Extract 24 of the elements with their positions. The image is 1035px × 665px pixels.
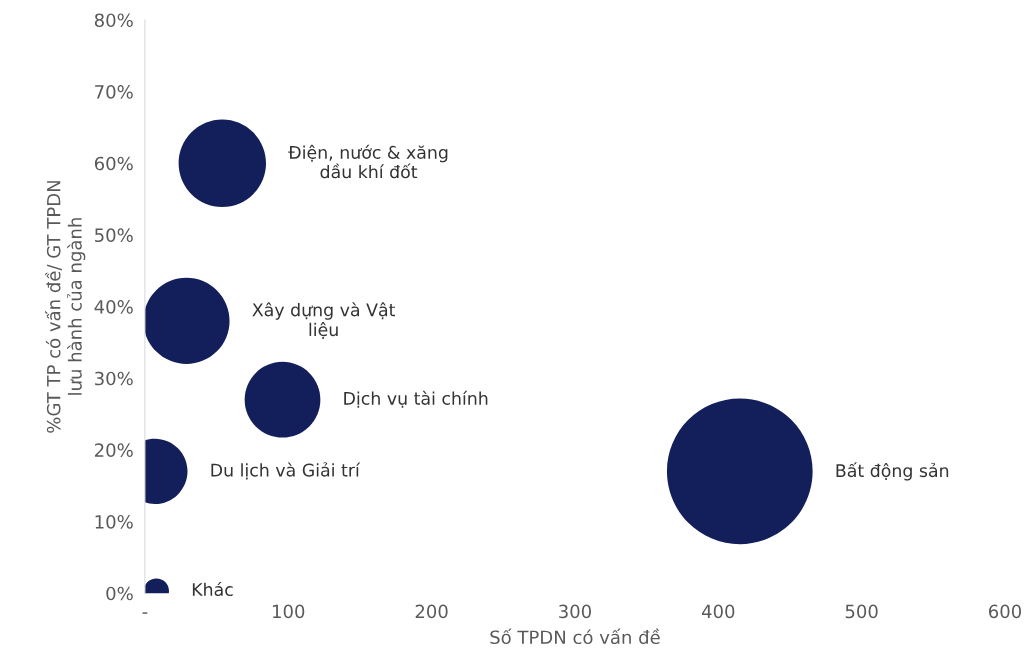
x-tick-label: 200 <box>415 604 448 619</box>
x-axis-title: Số TPDN có vấn đề <box>490 628 660 645</box>
series-label: Dịch vụ tài chính <box>344 390 488 408</box>
y-axis-title: %GT TP có vấn đề/ GT TPDN lưu hành của ngành <box>45 181 86 433</box>
x-tick-label: 100 <box>273 604 305 619</box>
y-tick-label: 80% <box>94 13 133 28</box>
y-tick-label: 60% <box>94 156 133 171</box>
y-tick-label: 0% <box>106 586 133 601</box>
x-tick-label: 500 <box>845 604 878 619</box>
series-label: Bất động sản <box>836 462 949 481</box>
y-tick-label: 10% <box>95 514 133 529</box>
y-tick-label: 70% <box>95 85 133 99</box>
y-tick-label: 50% <box>95 228 133 243</box>
series-label: Xây dựng và Vật liệu <box>252 302 396 340</box>
y-tick-label: 20% <box>94 443 133 457</box>
x-tick-label: 300 <box>559 604 591 619</box>
series-label: Điện, nước & xăng dầu khí đốt <box>288 144 448 179</box>
series-label: Khác <box>192 581 233 597</box>
x-tick-label: 600 <box>989 604 1022 619</box>
x-tick-label: - <box>142 612 148 614</box>
x-tick-label: 400 <box>701 604 735 619</box>
series-label: Du lịch và Giải trí <box>211 462 361 480</box>
y-tick-label: 40% <box>94 300 133 314</box>
y-tick-label: 30% <box>95 371 133 386</box>
